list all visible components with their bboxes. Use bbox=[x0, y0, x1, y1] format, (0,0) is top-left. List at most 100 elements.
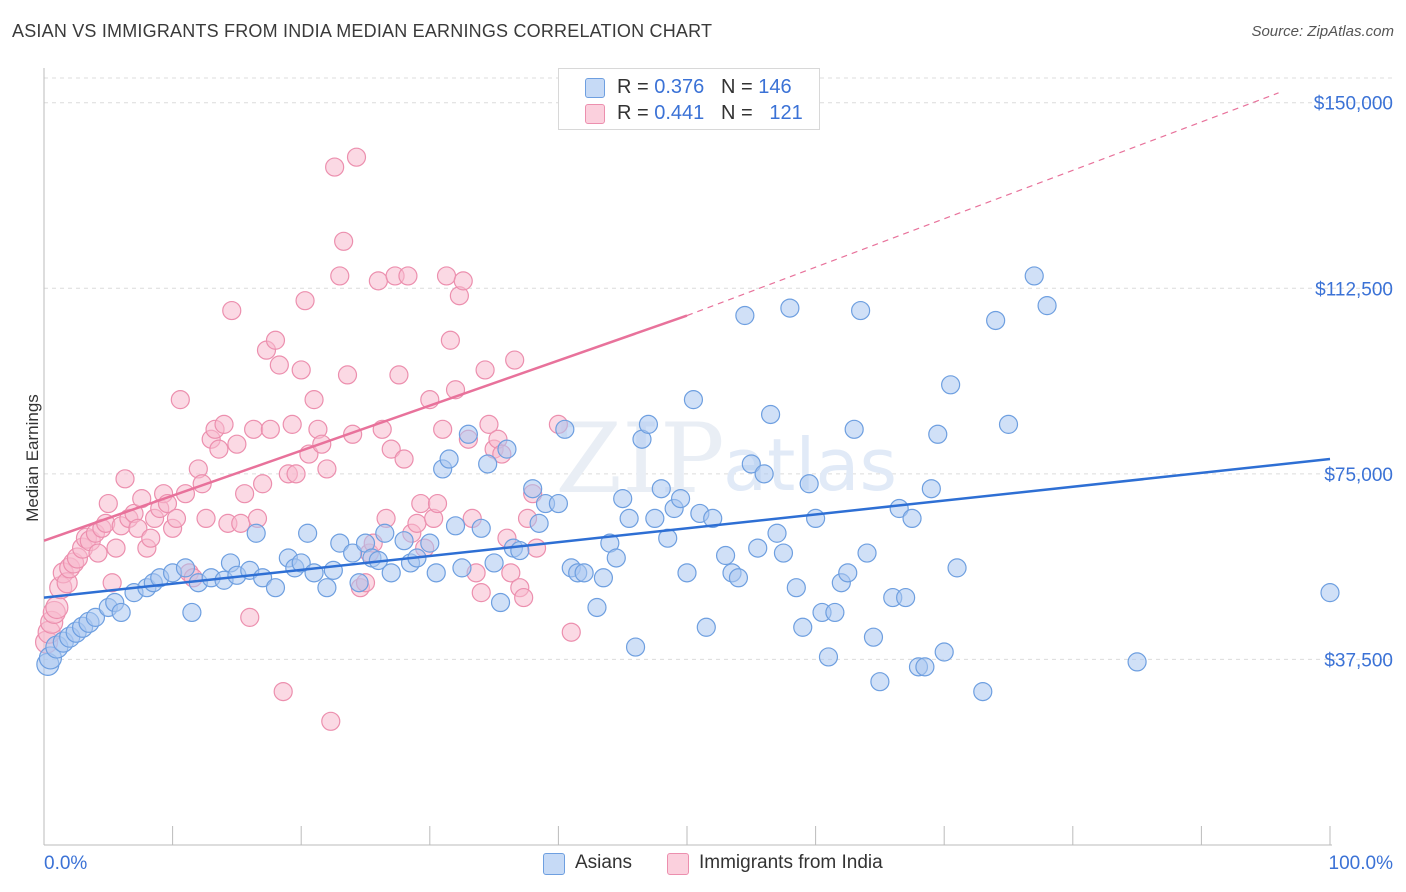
india-point-115 bbox=[514, 587, 534, 608]
asian-point-95 bbox=[767, 523, 787, 543]
asian-point-107 bbox=[844, 419, 864, 439]
asian-point-99 bbox=[793, 617, 813, 637]
india-point-19 bbox=[102, 573, 122, 593]
asian-point-57 bbox=[497, 439, 517, 459]
asian-point-77 bbox=[645, 508, 665, 529]
asian-point-63 bbox=[548, 493, 569, 514]
asian-point-32 bbox=[304, 563, 324, 583]
india-point-87 bbox=[394, 449, 414, 469]
legend-r-value-india: 0.441 bbox=[654, 102, 705, 124]
asian-point-118 bbox=[921, 479, 941, 499]
asian-point-121 bbox=[941, 375, 961, 395]
india-point-118 bbox=[526, 538, 547, 558]
asian-point-117 bbox=[915, 657, 935, 677]
asian-point-111 bbox=[870, 672, 890, 692]
india-point-84 bbox=[381, 439, 401, 459]
asian-point-35 bbox=[330, 533, 350, 553]
india-point-113 bbox=[505, 350, 525, 370]
asian-point-11 bbox=[111, 602, 131, 623]
asian-point-93 bbox=[754, 464, 774, 484]
asian-point-90 bbox=[735, 305, 755, 326]
legend-swatch-asian bbox=[585, 78, 605, 98]
bottom-swatch-india bbox=[667, 853, 689, 875]
india-point-105 bbox=[471, 583, 491, 603]
asian-point-72 bbox=[613, 489, 633, 509]
india-point-22 bbox=[115, 469, 135, 489]
india-point-81 bbox=[368, 271, 388, 291]
asian-point-71 bbox=[606, 548, 626, 568]
asian-point-83 bbox=[683, 390, 704, 410]
asian-point-91 bbox=[741, 454, 761, 474]
india-point-58 bbox=[269, 355, 289, 375]
india-point-18 bbox=[98, 493, 118, 514]
asian-point-52 bbox=[458, 424, 478, 444]
asian-point-55 bbox=[484, 553, 504, 573]
asian-point-89 bbox=[728, 568, 749, 588]
india-point-40 bbox=[192, 474, 212, 494]
asian-point-78 bbox=[651, 479, 671, 499]
india-point-4 bbox=[45, 595, 69, 620]
asian-point-31 bbox=[298, 523, 318, 543]
asian-point-27 bbox=[265, 578, 286, 598]
legend-n-value-asian: 146 bbox=[758, 76, 792, 98]
asian-point-98 bbox=[786, 578, 806, 598]
india-point-98 bbox=[440, 330, 460, 350]
asian-point-127 bbox=[1037, 296, 1057, 316]
asian-point-17 bbox=[175, 558, 196, 578]
chart-title: ASIAN VS IMMIGRANTS FROM INDIA MEDIAN EA… bbox=[12, 21, 713, 41]
india-point-95 bbox=[427, 493, 448, 514]
x-tick-label-max: 100.0% bbox=[1329, 853, 1394, 874]
x-tick-label-min: 0.0% bbox=[44, 853, 87, 874]
asian-point-18 bbox=[182, 602, 202, 623]
legend-r-label: R = bbox=[617, 102, 655, 124]
india-point-63 bbox=[291, 360, 311, 380]
india-point-61 bbox=[282, 414, 302, 434]
trend-line-asian bbox=[43, 457, 1331, 599]
y-tick-label-0: $37,500 bbox=[1324, 650, 1393, 671]
asian-point-53 bbox=[471, 518, 491, 538]
india-point-97 bbox=[436, 266, 457, 286]
asian-point-47 bbox=[426, 563, 446, 583]
y-tick-label-1: $75,000 bbox=[1324, 465, 1393, 486]
india-point-66 bbox=[304, 390, 324, 410]
india-point-44 bbox=[209, 439, 229, 459]
asian-point-108 bbox=[851, 300, 871, 321]
asian-point-115 bbox=[902, 508, 922, 529]
asian-point-129 bbox=[1320, 583, 1340, 603]
asian-point-126 bbox=[1024, 266, 1044, 286]
bottom-swatch-asian bbox=[543, 853, 565, 875]
asian-point-61 bbox=[529, 513, 549, 533]
y-tick-label-2: $112,500 bbox=[1315, 279, 1393, 300]
asian-point-97 bbox=[780, 298, 800, 318]
legend-n-value-india: 121 bbox=[769, 102, 803, 124]
india-point-69 bbox=[317, 459, 337, 479]
asian-point-94 bbox=[760, 404, 781, 425]
asian-point-86 bbox=[703, 508, 723, 529]
india-point-47 bbox=[222, 300, 242, 321]
bottom-label-india: Immigrants from India bbox=[699, 852, 883, 873]
asian-point-60 bbox=[523, 479, 543, 499]
series-asian-points bbox=[36, 266, 1340, 702]
legend-r-value-asian: 0.376 bbox=[654, 76, 705, 98]
india-point-50 bbox=[235, 484, 255, 504]
asian-point-104 bbox=[825, 602, 845, 623]
asian-point-34 bbox=[323, 560, 343, 580]
asian-point-33 bbox=[317, 578, 337, 598]
asian-point-43 bbox=[394, 531, 414, 551]
india-point-76 bbox=[346, 147, 367, 167]
axes bbox=[43, 68, 1332, 846]
asian-point-67 bbox=[574, 563, 594, 583]
asian-point-100 bbox=[799, 474, 819, 494]
trend-line-india bbox=[43, 314, 688, 542]
india-point-48 bbox=[227, 434, 247, 454]
india-point-52 bbox=[244, 419, 264, 439]
india-point-71 bbox=[325, 157, 345, 177]
asian-point-46 bbox=[420, 533, 440, 553]
india-point-72 bbox=[330, 266, 350, 286]
asian-point-68 bbox=[587, 597, 607, 618]
asian-point-54 bbox=[478, 454, 498, 474]
india-point-49 bbox=[231, 513, 251, 533]
y-tick-label-3: $150,000 bbox=[1314, 94, 1393, 115]
tick-labels: $37,500 $75,000 $112,500 $150,000 0.0% 100.0% bbox=[44, 94, 1393, 874]
india-point-88 bbox=[398, 266, 418, 286]
